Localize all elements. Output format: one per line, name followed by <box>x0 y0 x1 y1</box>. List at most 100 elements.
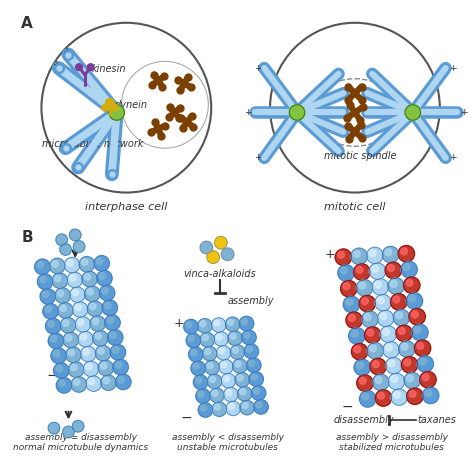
Circle shape <box>102 287 108 294</box>
Circle shape <box>83 361 99 377</box>
Circle shape <box>63 426 74 438</box>
Circle shape <box>393 391 401 398</box>
Circle shape <box>349 328 365 344</box>
Text: −: − <box>341 400 353 414</box>
Circle shape <box>354 264 370 280</box>
Circle shape <box>356 362 364 369</box>
Circle shape <box>87 288 93 295</box>
Circle shape <box>108 330 123 345</box>
Text: −: − <box>302 106 311 115</box>
Circle shape <box>396 325 412 341</box>
Circle shape <box>48 321 55 327</box>
Circle shape <box>378 392 384 399</box>
Circle shape <box>246 358 261 372</box>
Circle shape <box>359 378 366 384</box>
Circle shape <box>377 297 384 304</box>
Circle shape <box>198 318 212 333</box>
Circle shape <box>372 279 389 295</box>
Circle shape <box>205 348 210 355</box>
Circle shape <box>60 244 72 255</box>
Circle shape <box>417 342 424 349</box>
Circle shape <box>362 298 368 305</box>
Circle shape <box>419 358 427 365</box>
Circle shape <box>369 263 386 280</box>
Text: −: − <box>180 411 192 424</box>
Circle shape <box>84 273 91 280</box>
Circle shape <box>56 378 72 393</box>
Circle shape <box>403 264 410 271</box>
Circle shape <box>82 259 88 265</box>
Circle shape <box>354 359 371 376</box>
Circle shape <box>362 393 369 400</box>
Circle shape <box>196 377 201 383</box>
Circle shape <box>404 359 410 366</box>
Circle shape <box>242 402 248 408</box>
Circle shape <box>356 266 363 273</box>
Circle shape <box>232 347 238 353</box>
Circle shape <box>335 249 352 265</box>
Circle shape <box>212 402 227 416</box>
Circle shape <box>226 317 240 332</box>
Circle shape <box>216 346 231 360</box>
Circle shape <box>369 250 376 257</box>
Circle shape <box>186 322 192 328</box>
Circle shape <box>71 364 77 371</box>
Text: taxanes: taxanes <box>418 415 456 425</box>
Circle shape <box>249 372 264 386</box>
Circle shape <box>42 291 49 297</box>
Circle shape <box>343 296 360 313</box>
Circle shape <box>223 376 229 382</box>
Circle shape <box>80 334 87 340</box>
Circle shape <box>106 98 114 107</box>
Circle shape <box>111 104 118 111</box>
Circle shape <box>346 299 353 305</box>
Circle shape <box>356 280 373 296</box>
Circle shape <box>54 363 69 378</box>
Circle shape <box>60 305 66 311</box>
Circle shape <box>207 363 213 369</box>
Circle shape <box>104 303 111 309</box>
Circle shape <box>98 348 104 354</box>
Circle shape <box>403 277 420 294</box>
Text: +: + <box>52 60 60 70</box>
Text: +: + <box>448 64 456 73</box>
Circle shape <box>237 386 252 401</box>
Text: dynein: dynein <box>115 100 148 110</box>
Circle shape <box>406 293 423 309</box>
Text: +: + <box>254 64 261 73</box>
Circle shape <box>380 313 387 319</box>
Circle shape <box>224 387 238 402</box>
Circle shape <box>211 318 226 333</box>
Circle shape <box>377 310 394 326</box>
Circle shape <box>77 319 84 325</box>
Text: assembly: assembly <box>228 295 274 306</box>
Circle shape <box>198 391 204 397</box>
Circle shape <box>385 344 392 351</box>
Circle shape <box>71 377 87 392</box>
Circle shape <box>425 390 432 396</box>
Text: +: + <box>174 317 185 330</box>
Circle shape <box>40 276 46 283</box>
Circle shape <box>65 334 72 341</box>
Text: A: A <box>21 16 33 31</box>
Circle shape <box>73 241 85 252</box>
Circle shape <box>254 388 260 394</box>
Circle shape <box>69 229 81 241</box>
Circle shape <box>186 333 201 348</box>
Circle shape <box>92 318 99 325</box>
Circle shape <box>216 334 222 340</box>
Circle shape <box>337 251 345 258</box>
Text: +: + <box>325 248 335 261</box>
Circle shape <box>219 360 233 374</box>
Circle shape <box>340 280 357 297</box>
Circle shape <box>97 271 112 286</box>
Text: +: + <box>460 108 468 117</box>
Circle shape <box>100 363 107 369</box>
Circle shape <box>401 356 418 373</box>
Circle shape <box>401 248 408 255</box>
Circle shape <box>60 318 76 333</box>
Circle shape <box>92 331 108 346</box>
Circle shape <box>200 333 215 347</box>
Circle shape <box>256 402 262 408</box>
Circle shape <box>235 373 249 387</box>
